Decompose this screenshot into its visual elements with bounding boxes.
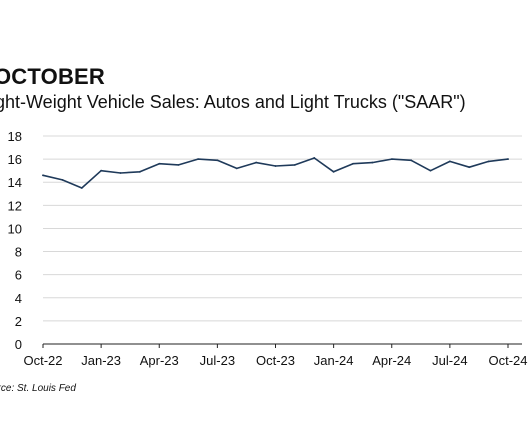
data-point: [507, 158, 509, 161]
data-point: [255, 161, 258, 164]
y-tick-label: 18: [8, 129, 22, 144]
y-tick-label: 2: [15, 314, 22, 329]
chart-title: OCTOBER: [0, 64, 106, 89]
x-tick-label: Jul-23: [200, 353, 235, 368]
data-point: [410, 159, 413, 162]
y-tick-label: 14: [8, 175, 22, 190]
data-point: [371, 161, 374, 164]
data-point: [468, 166, 471, 169]
data-point: [274, 165, 277, 167]
data-point: [197, 158, 199, 161]
data-point: [80, 187, 83, 189]
data-point: [42, 174, 44, 177]
data-point: [487, 160, 490, 163]
source-note: urce: St. Louis Fed: [0, 383, 76, 394]
data-point: [390, 158, 393, 161]
x-tick-label: Oct-23: [256, 353, 295, 368]
y-tick-label: 0: [15, 337, 22, 352]
data-point: [61, 179, 64, 181]
data-point: [216, 159, 219, 162]
data-point: [313, 157, 316, 159]
y-tick-label: 4: [15, 291, 22, 306]
data-point: [332, 170, 335, 173]
x-tick-label: Jan-24: [314, 353, 354, 368]
x-tick-label: Apr-23: [140, 353, 179, 368]
data-point: [177, 163, 180, 166]
data-point: [429, 169, 432, 172]
chart-subtitle: ight-Weight Vehicle Sales: Autos and Lig…: [0, 92, 466, 112]
y-tick-label: 8: [15, 245, 22, 260]
y-tick-label: 10: [8, 221, 22, 236]
series-line: [42, 157, 509, 189]
x-tick-label: Oct-22: [23, 353, 62, 368]
data-point: [119, 172, 122, 174]
x-tick-label: Jul-24: [432, 353, 467, 368]
y-tick-label: 16: [8, 152, 22, 167]
data-point: [100, 169, 103, 172]
x-tick-label: Oct-24: [488, 353, 527, 368]
data-point: [352, 162, 354, 165]
data-point: [158, 162, 161, 165]
data-point: [235, 167, 238, 170]
x-tick-label: Jan-23: [81, 353, 121, 368]
x-tick-label: Apr-24: [372, 353, 411, 368]
data-point: [293, 163, 296, 166]
data-point: [138, 170, 141, 173]
y-tick-label: 12: [8, 198, 22, 213]
y-tick-label: 6: [15, 268, 22, 283]
data-point: [448, 160, 451, 163]
